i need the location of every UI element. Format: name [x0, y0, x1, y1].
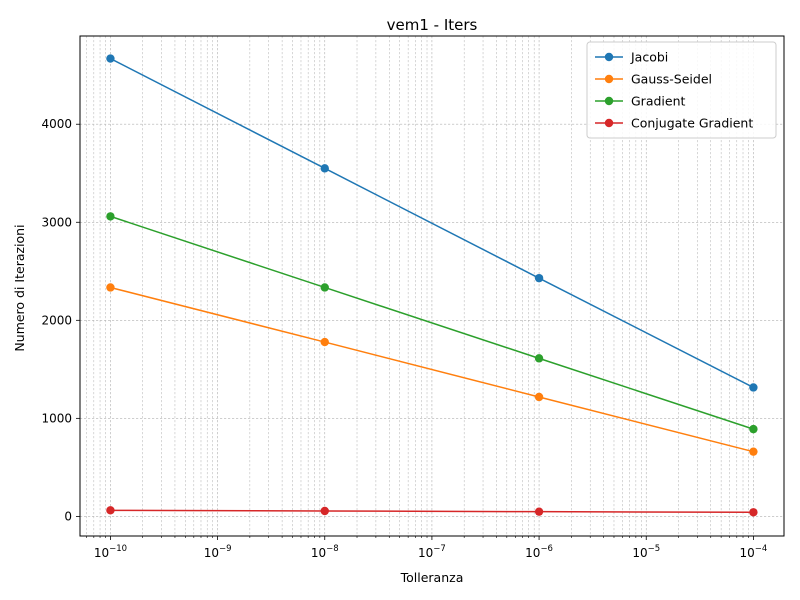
y-axis: 0 1000 2000 3000 4000: [41, 117, 80, 523]
data-point-jacobi: [320, 164, 329, 173]
legend-item-gauss-seidel: Gauss-Seidel: [595, 72, 712, 87]
data-point-gradient: [106, 212, 115, 221]
y-tick-label: 4000: [41, 117, 72, 131]
data-point-conjugate-gradient: [320, 506, 329, 516]
data-point-gauss-seidel: [320, 337, 329, 347]
x-tick-label: 10−8: [311, 544, 339, 560]
data-point-gauss-seidel: [534, 392, 544, 402]
series-layer: [106, 54, 758, 517]
series-line-gradient: [110, 215, 754, 430]
legend-marker: [604, 96, 614, 106]
legend-item-jacobi: Jacobi: [595, 50, 668, 65]
y-axis-label: Numero di Iterazioni: [12, 224, 27, 351]
x-tick-label: 10−9: [204, 544, 232, 560]
data-point-jacobi: [534, 273, 544, 283]
series-line-gauss-seidel: [110, 286, 754, 453]
x-tick-label: 10−4: [739, 544, 767, 560]
series-conjugate-gradient: [106, 506, 758, 517]
x-tick-label: 10−10: [94, 544, 127, 560]
legend: Jacobi Gauss-Seidel Gradient Conjugate Grad…: [586, 41, 777, 139]
y-tick-label: 0: [64, 509, 72, 523]
data-point-gauss-seidel: [749, 447, 758, 456]
y-tick-label: 3000: [41, 215, 72, 229]
x-tick-label: 10−7: [418, 544, 446, 560]
legend-label: Jacobi: [630, 50, 668, 65]
data-point-conjugate-gradient: [534, 507, 544, 516]
x-axis: 10−10 10−9 10−8 10−7 10−6 10−5 10−4: [86, 536, 767, 560]
data-point-jacobi: [749, 383, 758, 392]
y-tick-label: 1000: [41, 411, 72, 425]
legend-label: Conjugate Gradient: [631, 116, 753, 131]
legend-item-conjugate-gradient: Conjugate Gradient: [595, 116, 753, 131]
data-point-conjugate-gradient: [106, 506, 115, 515]
data-point-gradient: [749, 424, 758, 434]
series-jacobi: [106, 54, 758, 392]
x-axis-label: Tolleranza: [400, 570, 464, 585]
series-line-jacobi: [110, 57, 754, 389]
data-point-jacobi: [106, 54, 115, 63]
legend-marker: [604, 52, 614, 62]
chart-title: vem1 - Iters: [387, 16, 478, 34]
y-tick-label: 2000: [41, 313, 72, 327]
legend-label: Gauss-Seidel: [631, 72, 712, 87]
legend-label: Gradient: [631, 94, 686, 109]
legend-item-gradient: Gradient: [595, 94, 686, 109]
legend-marker: [604, 74, 614, 84]
x-tick-label: 10−5: [632, 544, 660, 560]
x-tick-label: 10−6: [525, 544, 553, 560]
series-gradient: [106, 212, 758, 434]
data-point-gradient: [320, 283, 329, 292]
data-point-gauss-seidel: [106, 283, 115, 292]
legend-box: [586, 41, 777, 139]
series-gauss-seidel: [106, 283, 758, 456]
data-point-conjugate-gradient: [749, 508, 758, 517]
series-line-conjugate-gradient: [110, 509, 754, 514]
legend-marker: [604, 118, 614, 128]
data-point-gradient: [534, 354, 544, 363]
